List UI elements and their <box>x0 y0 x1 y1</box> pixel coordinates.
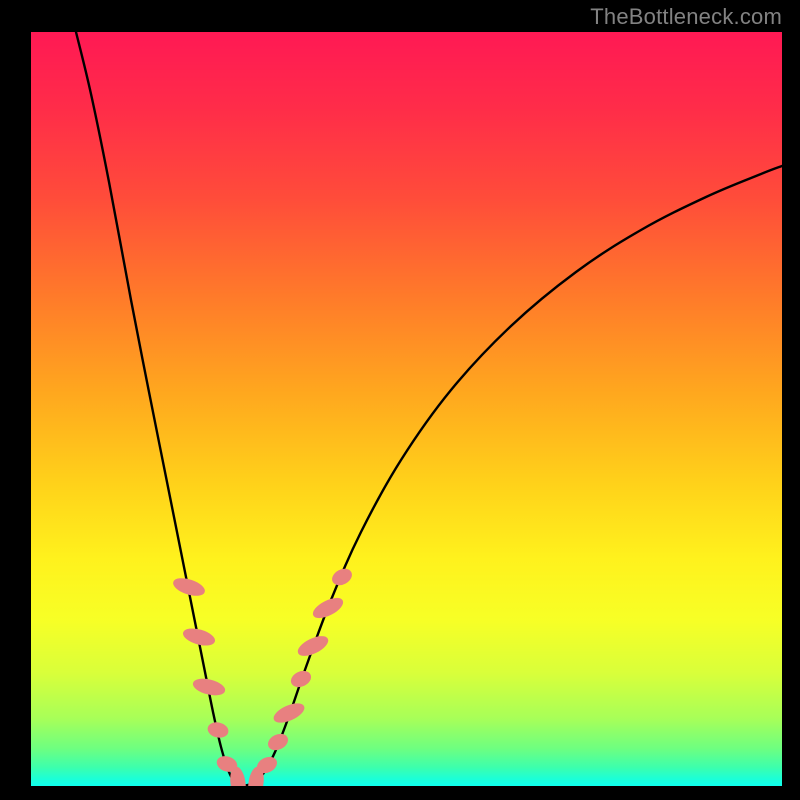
gradient-background <box>31 32 782 786</box>
frame-left <box>0 0 31 800</box>
watermark-text: TheBottleneck.com <box>590 4 782 30</box>
frame-right <box>782 0 800 800</box>
plot-area <box>31 32 782 786</box>
frame-bottom <box>0 786 800 800</box>
chart-svg <box>31 32 782 786</box>
